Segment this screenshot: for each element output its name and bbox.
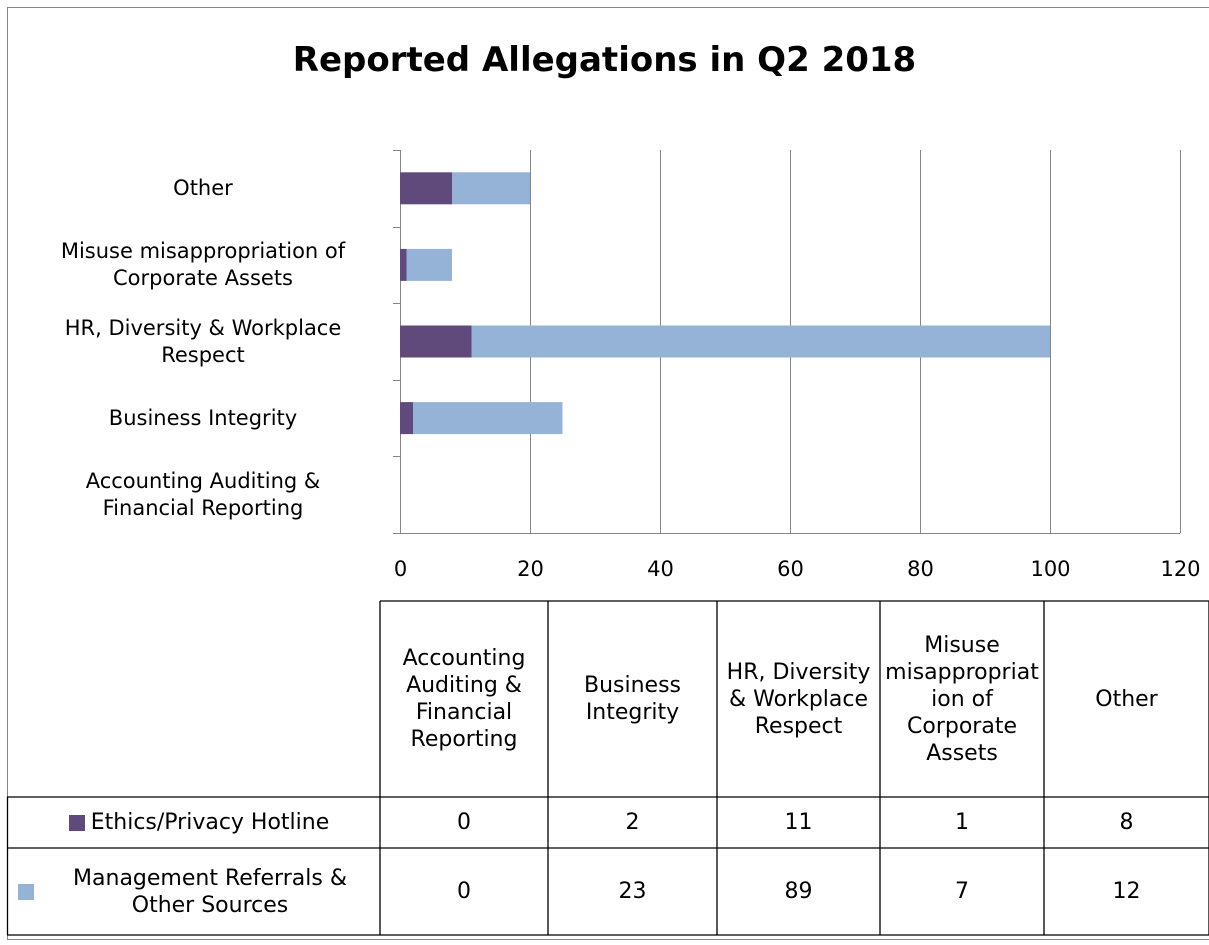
table-cell: 2 — [625, 810, 640, 835]
bar — [400, 402, 413, 435]
table-cell: 8 — [1119, 810, 1134, 835]
bar — [452, 172, 530, 205]
bar — [400, 248, 407, 281]
legend-entry: Ethics/Privacy Hotline — [8, 797, 380, 848]
table-cell: 12 — [1112, 879, 1141, 904]
x-tick-label: 60 — [777, 557, 804, 581]
x-tick-label: 0 — [393, 557, 408, 581]
table-header: Misuse misappropriation of Corporate Ass… — [885, 632, 1039, 766]
bar — [406, 248, 452, 281]
bar — [413, 402, 563, 435]
table-cell: 7 — [955, 879, 969, 904]
y-tick-label: Misuse misappropriation of Corporate Ass… — [60, 238, 346, 290]
table-cell: 1 — [955, 810, 969, 835]
x-tick-label: 80 — [907, 557, 934, 581]
table-header: Accounting Auditing & Financial Reportin… — [402, 646, 526, 752]
bar — [400, 325, 472, 358]
x-tick-label: 40 — [647, 557, 674, 581]
x-tick-label: 120 — [1160, 557, 1201, 581]
table-header: Business Integrity — [583, 673, 681, 725]
legend-label: Management Referrals & Other Sources — [73, 865, 347, 918]
table-cell: 11 — [784, 810, 813, 835]
y-tick-label: Business Integrity — [108, 405, 298, 430]
bar — [400, 172, 452, 205]
legend-key — [18, 883, 34, 900]
legend-key — [68, 814, 85, 831]
table-cell: 0 — [457, 810, 471, 835]
table-cell: 89 — [784, 879, 813, 904]
legend-entry: Management Referrals & Other Sources — [8, 848, 380, 935]
y-tick-label: Other — [173, 175, 233, 200]
chart-title: Reported Allegations in Q2 2018 — [292, 40, 917, 80]
x-tick-label: 20 — [517, 557, 544, 581]
bar — [471, 325, 1050, 358]
table-cell: 23 — [618, 879, 647, 904]
table-header: HR, Diversity & Workplace Respect — [726, 659, 871, 739]
table-cell: 0 — [457, 879, 471, 904]
y-tick-label: HR, Diversity & Workplace Respect — [64, 315, 342, 367]
y-tick-label: Accounting Auditing & Financial Reportin… — [85, 468, 321, 520]
table-header: Other — [1095, 686, 1158, 712]
x-tick-label: 100 — [1030, 557, 1071, 581]
legend-label: Ethics/Privacy Hotline — [90, 810, 330, 835]
